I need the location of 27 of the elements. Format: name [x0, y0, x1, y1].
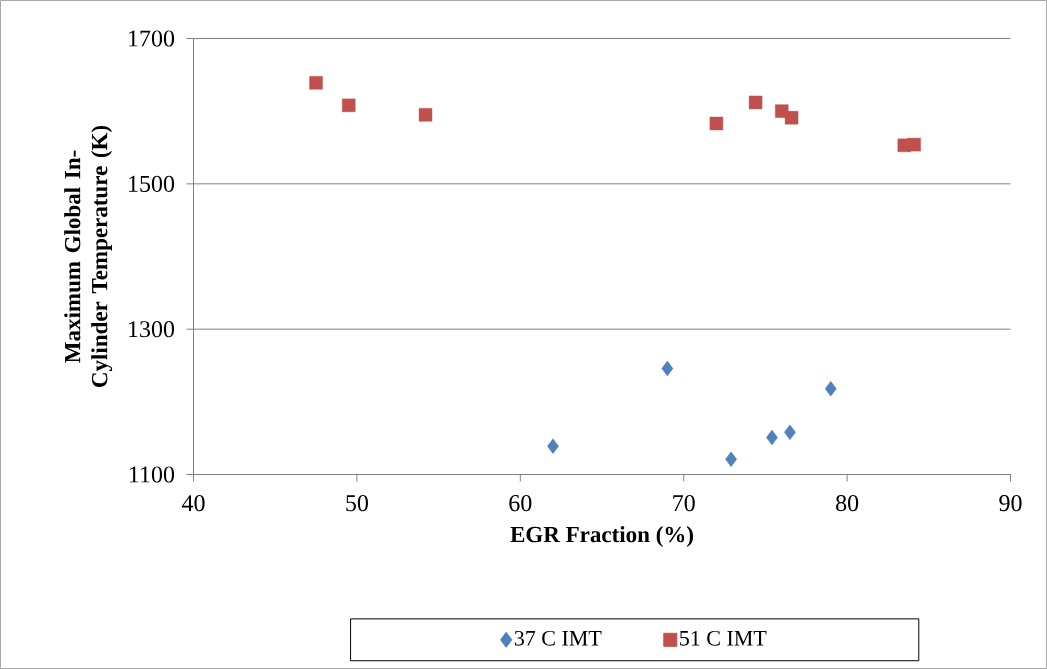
x-tick-label: 50: [346, 495, 368, 512]
y-tick-label: 1300: [129, 321, 175, 338]
point: [309, 76, 323, 90]
point: [784, 111, 799, 125]
x-tick-label: 70: [673, 495, 695, 512]
x-axis-title: EGR Fraction (%): [510, 526, 693, 547]
point: [907, 137, 921, 152]
point: [547, 438, 559, 454]
y-tick-label: 1700: [129, 30, 175, 47]
y-axis-title: Maximum Global In-Cylinder Temperature (K): [64, 125, 113, 387]
legend-label: 51 C IMT: [680, 630, 767, 646]
point: [784, 424, 796, 441]
x-tick-label: 40: [181, 495, 205, 512]
legend-label: 37 C IMT: [514, 630, 602, 646]
point: [748, 95, 763, 110]
point: [342, 98, 356, 113]
point: [766, 429, 778, 446]
x-tick-label: 80: [836, 495, 859, 512]
point: [725, 451, 737, 467]
y-tick-label: 1100: [129, 466, 175, 483]
point: [418, 108, 433, 122]
x-tick-label: 60: [509, 495, 532, 512]
y-tick-label: 1500: [129, 175, 175, 192]
x-tick-label: 90: [999, 495, 1022, 512]
point: [824, 381, 837, 397]
point: [661, 360, 674, 377]
point: [709, 116, 724, 131]
